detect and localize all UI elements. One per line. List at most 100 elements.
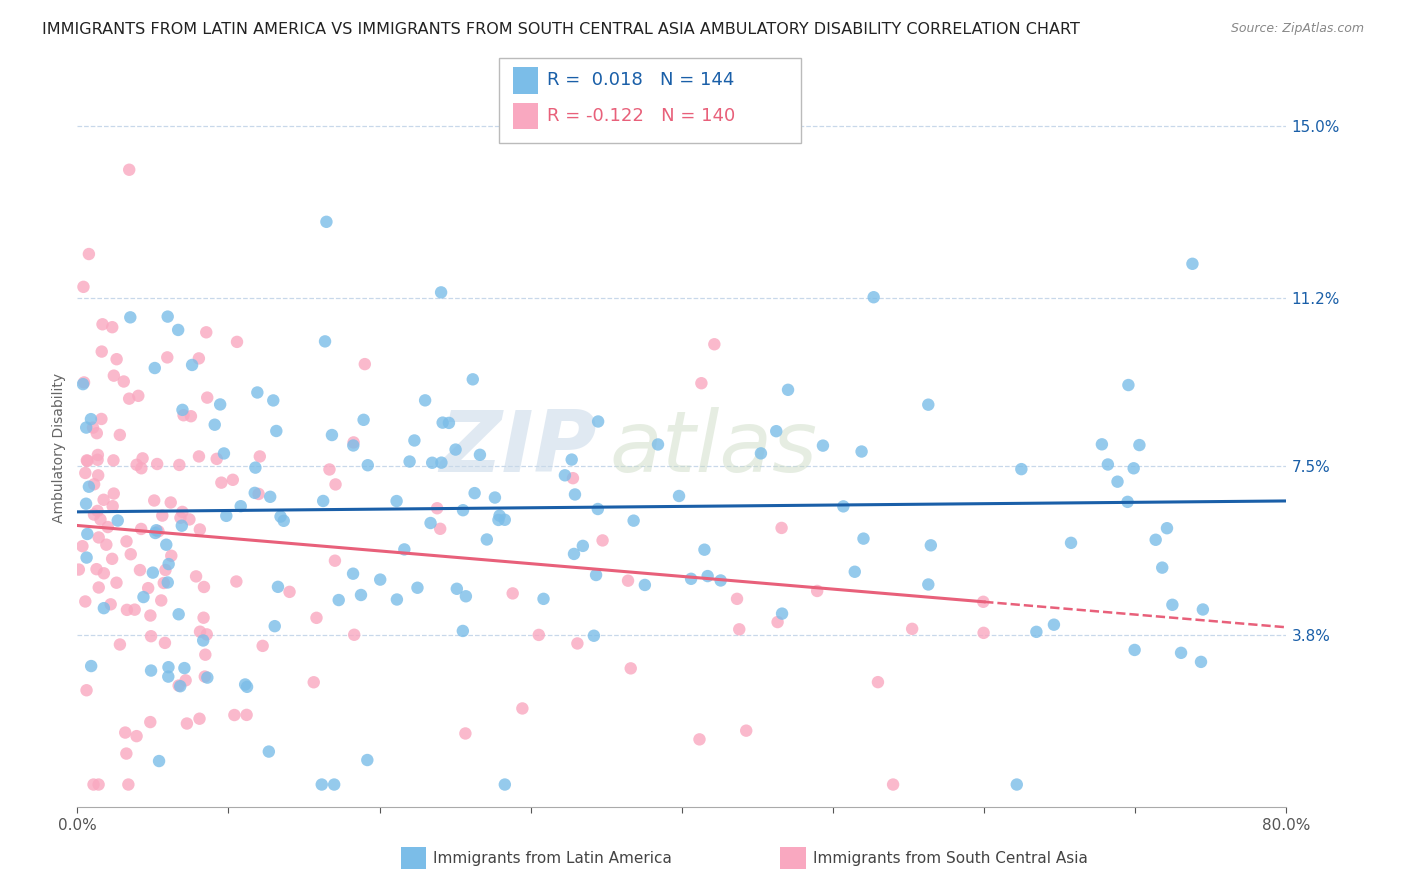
Point: [617, 574, 640, 588]
Point: [357, 458, 380, 473]
Point: [150, 593, 173, 607]
Point: [87, 448, 110, 462]
Point: [765, 424, 787, 438]
Point: [735, 723, 758, 738]
Y-axis label: Ambulatory Disability: Ambulatory Disability: [52, 373, 66, 524]
Point: [385, 592, 408, 607]
Point: [86, 426, 108, 441]
Point: [342, 438, 364, 452]
Point: [620, 661, 643, 675]
Point: [167, 323, 190, 337]
Point: [394, 542, 416, 557]
Point: [143, 361, 166, 376]
Point: [83, 778, 105, 792]
Point: [454, 589, 477, 603]
Point: [437, 416, 460, 430]
Point: [851, 444, 873, 458]
Point: [96, 538, 118, 552]
Point: [1192, 602, 1215, 616]
Point: [77, 480, 100, 494]
Point: [224, 708, 246, 723]
Point: [432, 416, 454, 430]
Point: [173, 409, 195, 423]
Point: [136, 581, 159, 595]
Point: [710, 574, 733, 588]
Point: [124, 602, 146, 616]
Point: [176, 716, 198, 731]
Point: [484, 491, 506, 505]
Point: [696, 569, 718, 583]
Point: [725, 591, 748, 606]
Point: [318, 462, 340, 476]
Point: [1161, 598, 1184, 612]
Point: [235, 707, 257, 722]
Point: [586, 415, 609, 429]
Text: R =  0.018   N = 144: R = 0.018 N = 144: [547, 71, 734, 89]
Point: [413, 393, 436, 408]
Point: [77, 247, 100, 261]
Point: [93, 566, 115, 581]
Point: [80, 659, 103, 673]
Point: [75, 497, 97, 511]
Point: [1107, 475, 1129, 489]
Point: [169, 679, 191, 693]
Point: [156, 351, 179, 365]
Point: [209, 475, 232, 490]
Point: [188, 523, 211, 537]
Point: [353, 357, 375, 371]
Point: [1116, 495, 1139, 509]
Point: [832, 500, 855, 514]
Point: [156, 310, 179, 324]
Point: [1010, 462, 1032, 476]
Point: [155, 563, 177, 577]
Point: [270, 509, 292, 524]
Point: [512, 701, 534, 715]
Point: [972, 595, 994, 609]
Point: [446, 582, 468, 596]
Point: [115, 603, 138, 617]
Point: [76, 527, 98, 541]
Point: [195, 671, 218, 685]
Point: [139, 715, 162, 730]
Point: [157, 557, 180, 571]
Point: [117, 778, 139, 792]
Point: [83, 508, 105, 522]
Point: [582, 629, 605, 643]
Point: [229, 499, 252, 513]
Point: [634, 578, 657, 592]
Point: [1005, 778, 1028, 792]
Point: [681, 572, 703, 586]
Point: [1170, 646, 1192, 660]
Point: [187, 351, 209, 366]
Point: [188, 624, 211, 639]
Point: [195, 391, 218, 405]
Point: [143, 493, 166, 508]
Point: [169, 458, 191, 472]
Point: [862, 290, 884, 304]
Point: [209, 397, 232, 411]
Point: [263, 619, 285, 633]
Point: [430, 456, 453, 470]
Point: [429, 522, 451, 536]
Point: [494, 778, 516, 792]
Point: [342, 435, 364, 450]
Point: [404, 434, 426, 448]
Point: [770, 521, 793, 535]
Point: [152, 576, 174, 591]
Point: [172, 402, 194, 417]
Point: [475, 533, 498, 547]
Point: [419, 516, 441, 530]
Point: [193, 633, 215, 648]
Text: R = -0.122   N = 140: R = -0.122 N = 140: [547, 107, 735, 125]
Point: [73, 376, 96, 390]
Point: [100, 597, 122, 611]
Point: [1144, 533, 1167, 547]
Point: [101, 551, 124, 566]
Point: [172, 505, 194, 519]
Point: [76, 550, 98, 565]
Point: [233, 677, 256, 691]
Point: [647, 437, 669, 451]
Point: [112, 375, 135, 389]
Point: [75, 466, 97, 480]
Point: [533, 591, 555, 606]
